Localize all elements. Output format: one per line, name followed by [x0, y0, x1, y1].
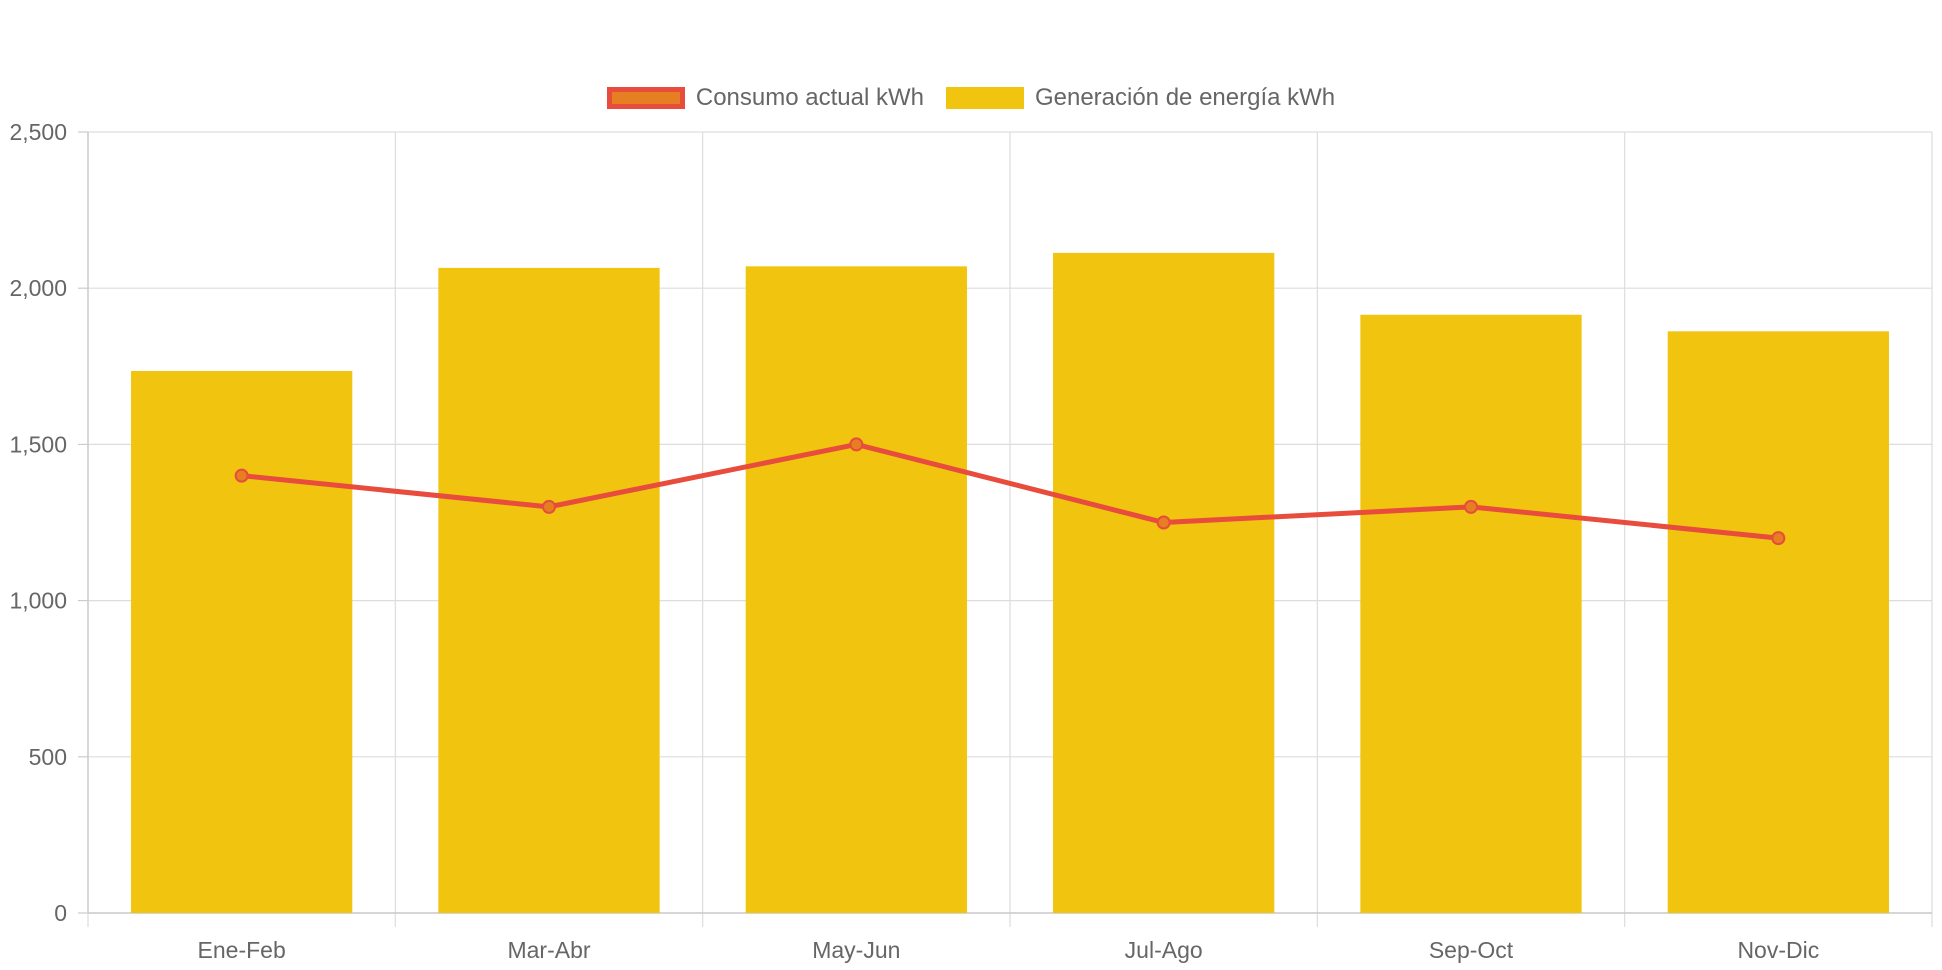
bar-generacion: [1360, 314, 1582, 913]
point-consumo: [542, 499, 556, 514]
point-consumo: [1464, 499, 1478, 514]
point-consumo: [1156, 515, 1171, 530]
y-tick-label: 0: [54, 900, 67, 926]
line-consumo: [241, 441, 1779, 541]
y-tick-label: 2,000: [9, 275, 67, 301]
legend-item-consumo[interactable]: Consumo actual kWh: [606, 84, 924, 112]
x-tick-label: Mar-Abr: [507, 937, 590, 963]
legend-label-consumo: Consumo actual kWh: [695, 84, 924, 111]
chart-legend: Consumo actual kWh Generación de energía…: [0, 84, 1942, 112]
bar-generacion: [745, 266, 967, 913]
x-tick-label: May-Jun: [812, 937, 900, 963]
y-tick-label: 1,500: [9, 431, 67, 457]
point-consumo: [1771, 531, 1786, 546]
legend-item-generacion[interactable]: Generación de energía kWh: [945, 84, 1336, 112]
x-tick-label: Ene-Feb: [198, 937, 286, 963]
point-consumo: [849, 437, 864, 452]
y-tick-label: 1,000: [9, 588, 67, 614]
x-tick-label: Nov-Dic: [1737, 937, 1819, 963]
x-tick-label: Jul-Ago: [1125, 937, 1203, 963]
bar-generacion: [131, 370, 353, 914]
y-tick-label: 500: [29, 744, 67, 770]
bar-generacion: [1667, 331, 1889, 914]
legend-label-generacion: Generación de energía kWh: [1034, 84, 1336, 111]
point-consumo: [234, 468, 249, 483]
y-tick-label: 2,500: [9, 119, 67, 145]
x-tick-label: Sep-Oct: [1429, 937, 1514, 963]
bar-generacion: [1053, 252, 1275, 913]
bar-generacion: [438, 267, 660, 913]
legend-swatch-consumo: [606, 87, 685, 109]
legend-swatch-generacion: [945, 87, 1024, 109]
